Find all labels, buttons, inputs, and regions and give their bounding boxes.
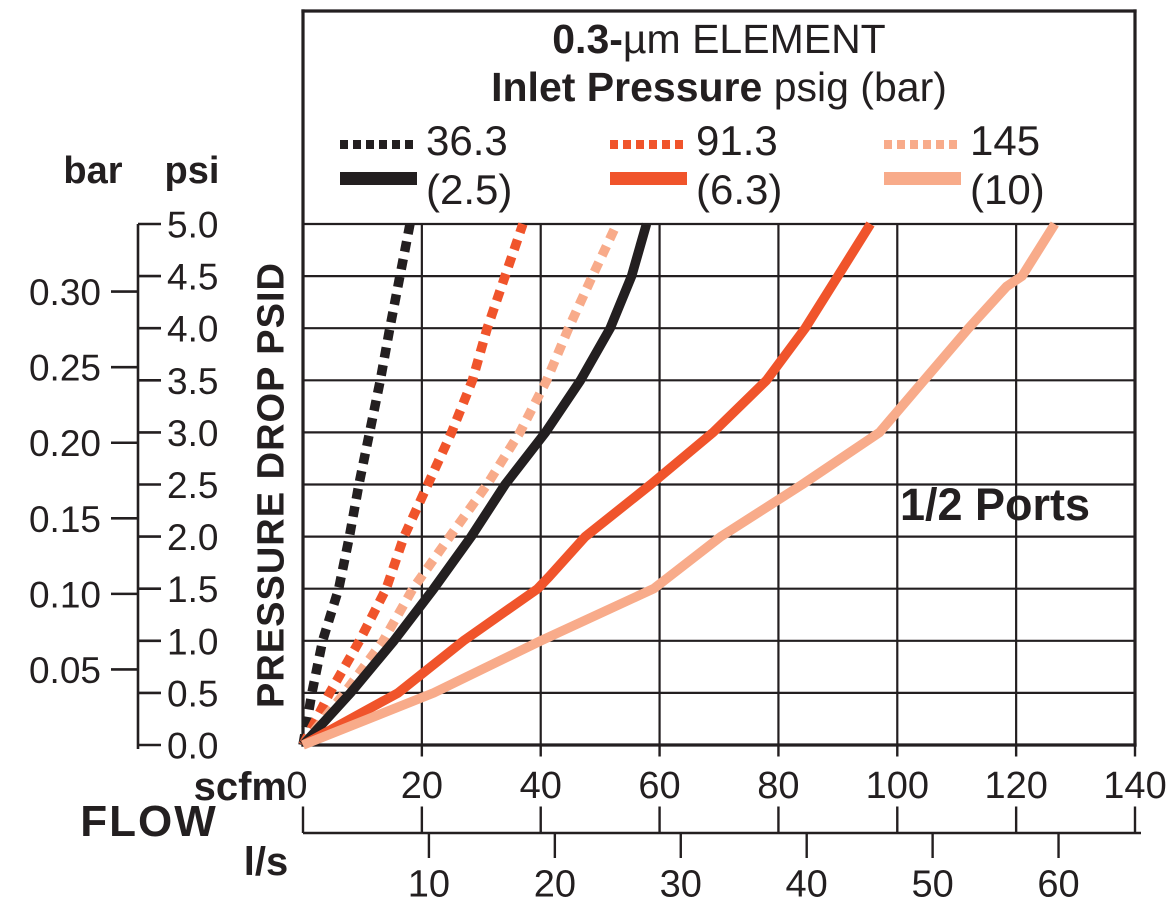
bar-tick-label: 0.25 bbox=[29, 348, 101, 389]
chart-title: 0.3-µm ELEMENT bbox=[419, 16, 1019, 62]
x-unit-scfm-label: scfm bbox=[193, 765, 287, 809]
chart-title-bold: 0.3- bbox=[552, 16, 623, 62]
bar-tick-label: 0.30 bbox=[29, 272, 101, 313]
x-axis-title: FLOW bbox=[80, 797, 218, 846]
legend-entry: 145 (10) bbox=[884, 0, 1164, 230]
ls-tick-label: 20 bbox=[534, 864, 576, 906]
y-axis-title: PRESSURE DROP PSID bbox=[250, 262, 293, 708]
bar-tick-label: 0.15 bbox=[29, 499, 101, 540]
psi-tick-label: 0.5 bbox=[167, 673, 218, 714]
legend-solid-line-swatch bbox=[340, 172, 417, 185]
bar-tick-label: 0.10 bbox=[29, 574, 101, 615]
scfm-tick-label: 0 bbox=[286, 765, 307, 807]
psi-tick-label: 4.0 bbox=[167, 309, 218, 350]
ls-tick-label: 60 bbox=[1037, 864, 1079, 906]
psi-tick-label: 0.0 bbox=[167, 726, 218, 767]
legend-entry: 91.3 (6.3) bbox=[610, 0, 890, 230]
psi-tick-label: 2.5 bbox=[167, 465, 218, 506]
ls-tick-label: 30 bbox=[660, 864, 702, 906]
chart-subtitle: Inlet Pressure psig (bar) bbox=[419, 64, 1019, 110]
x-unit-ls-label: l/s bbox=[243, 840, 289, 884]
ls-tick-label: 50 bbox=[911, 864, 953, 906]
legend-psig-value: 145 bbox=[970, 117, 1041, 164]
curve-psig-36-3-solid bbox=[299, 222, 652, 749]
bar-tick-label: 0.05 bbox=[29, 650, 101, 691]
scfm-tick-label: 40 bbox=[520, 765, 562, 807]
scfm-tick-label: 140 bbox=[1103, 765, 1166, 807]
legend-dashed-line-swatch bbox=[340, 140, 417, 149]
chart-subtitle-rest: psig (bar) bbox=[762, 64, 947, 110]
scfm-tick-label: 20 bbox=[401, 765, 443, 807]
legend-dashed-line-swatch bbox=[884, 140, 961, 149]
scfm-tick-label: 60 bbox=[638, 765, 680, 807]
scfm-tick-label: 100 bbox=[866, 765, 929, 807]
ls-tick-label: 10 bbox=[408, 864, 450, 906]
chart-subtitle-bold: Inlet Pressure bbox=[491, 64, 763, 110]
y-unit-bar-header: bar bbox=[63, 150, 123, 192]
curve-psig-91-3-dashed bbox=[298, 222, 528, 748]
bar-tick-label: 0.20 bbox=[29, 423, 101, 464]
psi-tick-label: 4.5 bbox=[167, 257, 218, 298]
psi-tick-label: 1.0 bbox=[167, 621, 218, 662]
legend-psig-value: 36.3 bbox=[426, 117, 508, 164]
psi-tick-label: 5.0 bbox=[167, 205, 218, 246]
scfm-tick-label: 80 bbox=[757, 765, 799, 807]
curve-psig-91-3-solid bbox=[300, 221, 875, 750]
psi-tick-label: 2.0 bbox=[167, 517, 218, 558]
legend-psig-value: 91.3 bbox=[696, 117, 778, 164]
ports-annotation: 1/2 Ports bbox=[899, 479, 1091, 530]
legend-entry: 36.3 (2.5) bbox=[340, 0, 620, 230]
legend-bar-value: (10) bbox=[970, 166, 1045, 213]
legend-solid-line-swatch bbox=[610, 172, 687, 185]
legend-dashed-line-swatch bbox=[610, 140, 687, 149]
scfm-tick-label: 120 bbox=[984, 765, 1047, 807]
legend-solid-line-swatch bbox=[884, 172, 961, 185]
chart-title-rest: µm ELEMENT bbox=[622, 16, 886, 62]
legend-bar-value: (2.5) bbox=[426, 166, 513, 213]
y-unit-psi-header: psi bbox=[164, 150, 220, 192]
legend-bar-value: (6.3) bbox=[696, 166, 783, 213]
psi-tick-label: 3.0 bbox=[167, 413, 218, 454]
ls-tick-label: 40 bbox=[786, 864, 828, 906]
curve-psig-145-solid bbox=[301, 221, 1059, 750]
curve-psig-145-dashed bbox=[299, 221, 622, 748]
psi-tick-label: 3.5 bbox=[167, 361, 218, 402]
psi-tick-label: 1.5 bbox=[167, 569, 218, 610]
